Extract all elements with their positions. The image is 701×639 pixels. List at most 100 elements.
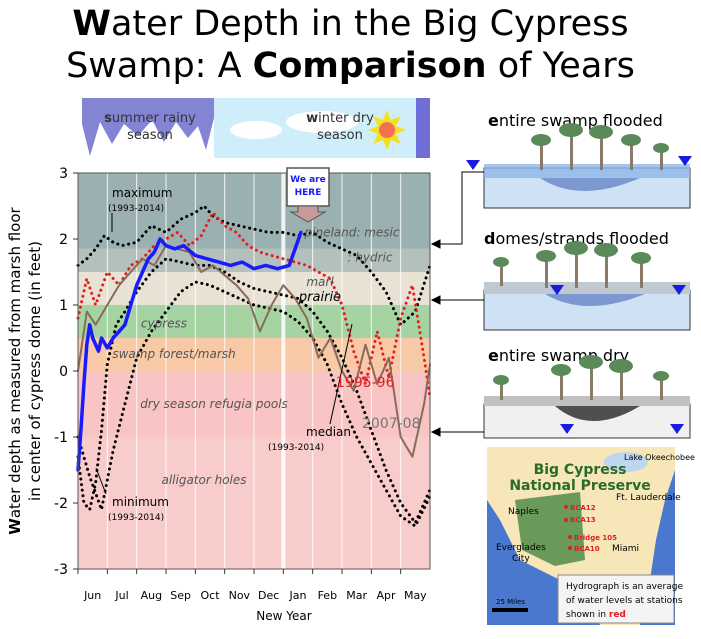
- winter-season-label: winter dry: [306, 111, 374, 126]
- map-title-1: Big Cypress: [534, 462, 627, 478]
- connector-arrow-icon: [430, 295, 441, 305]
- data-series: [76, 204, 432, 528]
- zone-label-6: dry season refugia pools: [140, 397, 288, 411]
- cypress-trees-icon: [493, 355, 669, 400]
- zone-label-1: : hydric: [347, 250, 392, 264]
- panel-1-dome: [540, 178, 640, 191]
- minimum-label: minimum: [112, 495, 169, 509]
- title-line2-bold: Comparison: [252, 46, 487, 86]
- connector-arrow-icon: [430, 239, 441, 249]
- station-markers: [564, 505, 572, 550]
- chart-title-line1: Water Depth in the Big Cypress: [0, 4, 701, 44]
- title-line1-rest: ater Depth in the Big Cypress: [110, 4, 629, 44]
- y-axis-label: Water depth as measured from marsh floor: [6, 206, 24, 534]
- zone-label-2: marl: [306, 275, 334, 289]
- x-tick-label: Sep: [170, 589, 191, 602]
- location-map: Lake Okeechobee Big Cypress National Pre…: [487, 447, 695, 625]
- map-scale-label: 25 Miles: [496, 598, 525, 606]
- x-tick-label: Apr: [376, 589, 396, 602]
- x-tick-label: Oct: [200, 589, 220, 602]
- y-tick-label: 3: [59, 166, 68, 182]
- cloud-icon: [286, 111, 358, 133]
- panel-3-surface: [484, 396, 690, 406]
- y-tick-label: -1: [54, 430, 68, 446]
- zone-label-7: alligator holes: [161, 473, 246, 487]
- water-level-marker-icon: [672, 285, 686, 295]
- series-2007-label: 2007-08: [362, 416, 421, 432]
- panel-3-title: entire swamp dry: [488, 346, 629, 365]
- water-level-marker-icon: [560, 424, 574, 434]
- sun-icon: [368, 110, 406, 150]
- city-ft-lauderdale: Ft. Lauderdale: [616, 493, 681, 503]
- city-everglades-2: City: [512, 554, 530, 564]
- title-initial: W: [72, 4, 111, 44]
- connector-flooded: [432, 171, 484, 245]
- x-tick-label: Nov: [229, 589, 251, 602]
- cloud-icon: [230, 121, 282, 139]
- series-line-maximum: [76, 204, 432, 327]
- banner-end-band: [416, 98, 430, 158]
- map-title-2: National Preserve: [509, 478, 650, 494]
- here-arrow-icon: [289, 205, 327, 223]
- y-tick-label: -2: [54, 496, 68, 512]
- summer-season-label: summer rainy: [104, 111, 196, 126]
- city-everglades: Everglades: [496, 543, 546, 553]
- median-pointer: [329, 323, 353, 425]
- connector-lines: [430, 171, 484, 437]
- x-tick-label: Feb: [318, 589, 337, 602]
- y-axis-label-2: in center of cypress dome (in feet): [26, 241, 44, 501]
- preserve-area: [515, 492, 585, 566]
- panel-1-water: [484, 164, 690, 178]
- zone-label-4: cypress: [141, 316, 187, 330]
- y-tick-label: -3: [54, 562, 68, 578]
- cypress-trees-icon: [531, 123, 669, 170]
- x-tick-label: Jul: [114, 589, 128, 602]
- zone-label-3: prairie: [298, 290, 341, 305]
- x-tick-label: Mar: [346, 589, 367, 602]
- here-text-1: We are: [290, 175, 325, 185]
- panel-2-title: domes/strands flooded: [484, 229, 669, 248]
- water-level-marker-icon: [466, 160, 480, 170]
- median-label: median: [306, 425, 351, 439]
- median-sublabel: (1993-2014): [268, 443, 324, 453]
- title-line2-a: Swamp: A: [66, 46, 253, 86]
- city-miami: Miami: [612, 544, 639, 554]
- connector-arrow-icon: [430, 427, 441, 437]
- series-line-median: [76, 257, 432, 525]
- panel-entire-swamp-flooded: entire swamp flooded: [466, 111, 692, 209]
- series-line-2007-08: [77, 244, 431, 458]
- map-caption-2: of water levels at stations: [566, 596, 683, 606]
- panel-entire-swamp-dry: entire swamp dry: [483, 346, 691, 439]
- city-naples: Naples: [508, 507, 539, 517]
- x-tick-label: May: [404, 589, 427, 602]
- series-line-1995-96: [76, 211, 432, 399]
- station-bca12: BCA12: [570, 504, 596, 512]
- map-caption-1: Hydrograph is an average: [566, 582, 683, 592]
- water-level-marker-icon: [550, 285, 564, 295]
- zone-label-5: swamp forest/marsh: [112, 347, 235, 361]
- y-tick-label: 2: [59, 232, 68, 248]
- zone-label-0: pineland: mesic: [304, 225, 400, 239]
- rain-cloud-shape: [82, 98, 214, 156]
- summer-season-label-2: season: [127, 128, 173, 143]
- panel-1-title: entire swamp flooded: [488, 111, 663, 130]
- x-axis-label: New Year: [256, 609, 311, 623]
- x-tick-label: Dec: [258, 589, 279, 602]
- title-line2-b: of Years: [486, 46, 635, 86]
- map-caption-box: [557, 574, 675, 624]
- station-bca13: BCA13: [570, 516, 596, 524]
- here-text-2: HERE: [295, 188, 322, 198]
- y-tick-label: 1: [59, 298, 68, 314]
- we-are-here-marker: We are HERE: [286, 167, 330, 223]
- y-tick-label: 0: [59, 364, 68, 380]
- x-tick-label: Jan: [289, 589, 307, 602]
- axes: 3 2 1 0 -1 -2 -3 Jun Jul Aug Sep Oct Nov Dec Jan Feb Mar…: [54, 166, 427, 602]
- map-scale-bar: [492, 608, 528, 612]
- series-line-current: [76, 230, 303, 472]
- minimum-pointer: [95, 467, 107, 495]
- lake-okeechobee-shape: [604, 452, 648, 472]
- cypress-trees-icon: [493, 241, 651, 288]
- maximum-sublabel: (1993-2014): [108, 204, 164, 214]
- panel-domes-strands-flooded: domes/strands flooded: [483, 229, 691, 331]
